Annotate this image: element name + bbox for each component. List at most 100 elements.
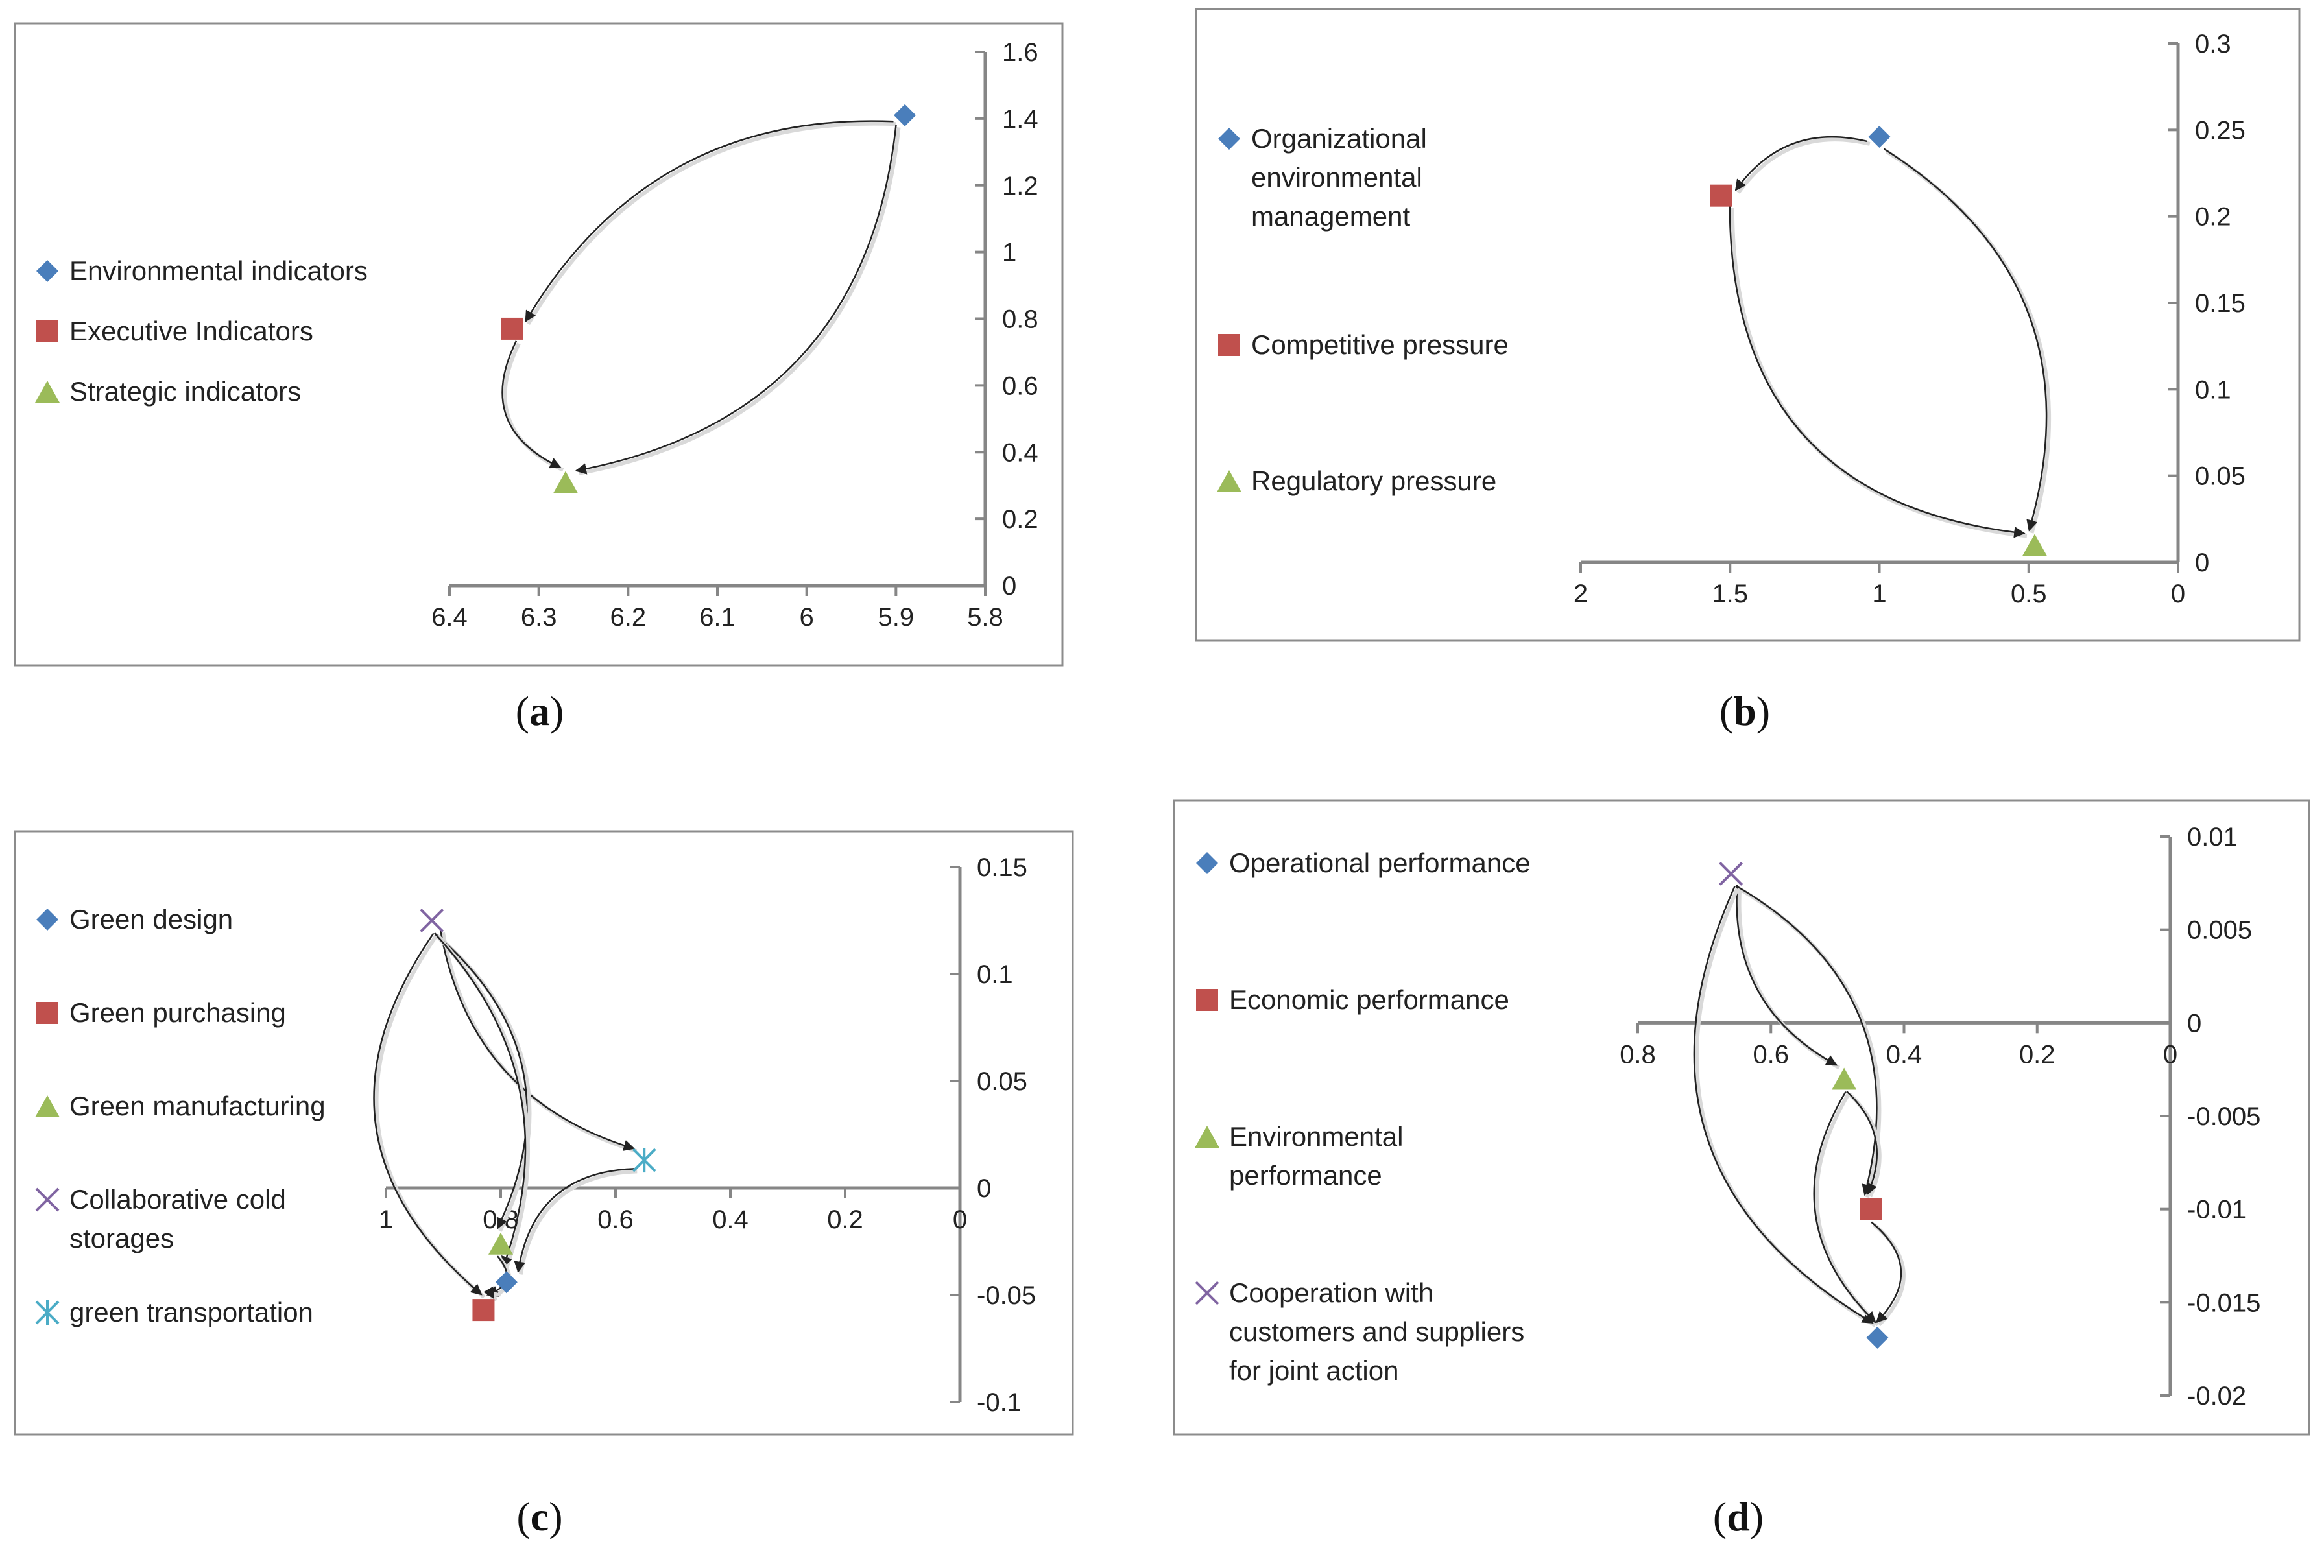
chart-panel-d: 0.8 0.6 0.4 0.2 0 -0.02 -0.015 -0.01 -0.005 0 0.00…: [1173, 799, 2310, 1539]
y-tick-label: 0.8: [1002, 305, 1038, 334]
arrow-collaborative-cold-storages-to-green-manufacturing: [434, 932, 528, 1229]
legend-item-collaborative-cold-storages: Collaborative cold storages: [35, 1184, 286, 1253]
arrow-environmental-indicators-to-executive-indicators: [525, 120, 894, 322]
y-tick-label: 1.2: [1002, 172, 1038, 200]
legend-label: Collaborative cold: [69, 1184, 286, 1215]
x-tick-label: 0.6: [597, 1206, 634, 1234]
panel-caption-letter: d: [1727, 1493, 1750, 1539]
legend-label: Cooperation with: [1229, 1277, 1433, 1308]
legend-item-executive-indicators: Executive Indicators: [36, 316, 313, 346]
legend-label: Environmental: [1229, 1121, 1403, 1152]
x-tick-label: 6: [800, 603, 814, 632]
y-tick-label: 0.6: [1002, 372, 1038, 400]
arrow-green-design-to-green-purchasing: [483, 1286, 499, 1300]
x-tick-label: 5.9: [878, 603, 915, 632]
legend-marker-triangle: [1217, 470, 1241, 492]
legend-item-operational-performance: Operational performance: [1196, 848, 1531, 878]
legend-label: Green purchasing: [69, 997, 286, 1028]
x-tick-label: 0.2: [2019, 1040, 2055, 1069]
y-tick-label: 0: [2195, 549, 2209, 577]
arrow-cooperation-with-customers-and-suppliers-for-joint-action-to-operational-performance: [1693, 886, 1874, 1324]
legend-item-economic-performance: Economic performance: [1196, 984, 1509, 1015]
arrow-shadow: [1736, 137, 1871, 195]
y-tick-label: 0.01: [2187, 823, 2238, 851]
legend-item-organizational-environmental-management: Organizational environmental management: [1218, 123, 1427, 232]
legend-item-green-design: Green design: [36, 904, 233, 934]
point-regulatory-pressure: [2022, 534, 2047, 556]
x-tick-label: 1: [379, 1206, 393, 1234]
arrow-shadow: [1694, 888, 1876, 1327]
panel-caption: (a): [516, 688, 564, 734]
legend-label: performance: [1229, 1160, 1382, 1191]
legend-marker-diamond: [36, 909, 58, 931]
y-tick-label: 1: [1002, 239, 1016, 267]
arrow-competitive-pressure-to-regulatory-pressure: [1729, 205, 2026, 538]
legend-label: storages: [69, 1223, 174, 1253]
x-tick-label: 0: [2171, 580, 2185, 608]
panel-caption-letter: c: [531, 1493, 549, 1539]
legend-item-green-transportation: green transportation: [35, 1297, 313, 1327]
legend-item-cooperation-with-customers-and-suppliers-for-joint-action: Cooperation with customers and suppliers f…: [1195, 1277, 1524, 1386]
legend-item-competitive-pressure: Competitive pressure: [1218, 329, 1509, 360]
x-tick-label: 0.8: [1620, 1040, 1656, 1069]
x-tick-label: 5.8: [967, 603, 1003, 632]
panel-caption: (d): [1713, 1493, 1764, 1539]
x-tick-label: 0.2: [827, 1206, 863, 1234]
y-tick-label: 0.05: [977, 1067, 1027, 1096]
point-strategic-indicators: [553, 471, 578, 493]
x-tick-label: 6.4: [431, 603, 468, 632]
y-tick-label: -0.015: [2187, 1289, 2260, 1317]
arrow-shadow: [1730, 208, 2028, 538]
legend-label: Strategic indicators: [69, 376, 301, 407]
arrow-organizational-environmental-management-to-regulatory-pressure: [1883, 148, 2048, 532]
point-organizational-environmental-management: [1868, 126, 1891, 148]
arrow-green-transportation-to-green-design: [514, 1168, 635, 1274]
x-tick-label: 0.4: [1886, 1040, 1923, 1069]
y-tick-label: 0.005: [2187, 916, 2252, 945]
point-collaborative-cold-storages: [420, 909, 444, 932]
legend-label: Economic performance: [1229, 984, 1509, 1015]
arrow-collaborative-cold-storages-to-green-purchasing: [373, 932, 483, 1296]
arrow-shadow: [526, 121, 896, 325]
legend-marker-diamond: [36, 260, 58, 282]
legend-label: Executive Indicators: [69, 316, 313, 346]
legend-item-green-purchasing: Green purchasing: [36, 997, 286, 1028]
legend-marker-star: [35, 1300, 60, 1325]
y-tick-label: 0.2: [1002, 505, 1038, 534]
panel-caption: (b): [1719, 688, 1770, 734]
legend-label: for joint action: [1229, 1355, 1398, 1386]
legend-marker-x: [1195, 1281, 1219, 1305]
arrow-economic-performance-to-operational-performance: [1871, 1221, 1902, 1324]
point-environmental-performance: [1832, 1067, 1857, 1090]
x-tick-label: 1.5: [1712, 580, 1748, 608]
point-competitive-pressure: [1710, 184, 1732, 207]
y-tick-label: -0.005: [2187, 1102, 2260, 1131]
legend-marker-diamond: [1196, 852, 1218, 874]
panel-caption-letter: a: [529, 688, 550, 734]
panel-caption: (c): [516, 1493, 562, 1539]
panel-caption-letter: b: [1733, 688, 1756, 734]
legend-marker-square: [1218, 334, 1240, 356]
x-tick-label: 0.6: [1753, 1040, 1789, 1069]
y-tick-label: 0.3: [2195, 30, 2231, 58]
arrow-environmental-performance-to-operational-performance: [1813, 1091, 1876, 1324]
legend-marker-triangle: [1195, 1126, 1219, 1148]
legend-label: Organizational: [1251, 123, 1427, 154]
point-environmental-indicators: [894, 104, 916, 126]
point-green-manufacturing: [488, 1232, 513, 1255]
y-tick-label: 1.6: [1002, 38, 1038, 67]
y-tick-label: 0: [977, 1174, 991, 1203]
point-green-transportation: [632, 1148, 656, 1173]
y-tick-label: 1.4: [1002, 105, 1038, 134]
x-tick-label: 6.2: [610, 603, 647, 632]
x-tick-label: 0.4: [712, 1206, 749, 1234]
arrow-shadow: [1886, 150, 2052, 534]
arrow-organizational-environmental-management-to-competitive-pressure: [1734, 136, 1868, 191]
x-tick-label: 0: [2163, 1040, 2177, 1069]
y-tick-label: 0.15: [2195, 289, 2246, 318]
legend-marker-triangle: [35, 1095, 60, 1117]
legend-marker-square: [36, 320, 58, 342]
chart-frame: [1195, 8, 2301, 642]
point-green-purchasing: [472, 1299, 495, 1322]
legend-item-environmental-indicators: Environmental indicators: [36, 255, 368, 286]
